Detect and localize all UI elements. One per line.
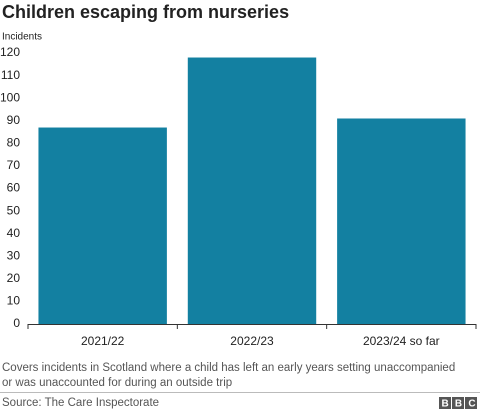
x-tick-label: 2023/24 so far [363,334,440,348]
y-tick-label: 40 [7,226,21,240]
logo-box [439,397,451,409]
bar [187,57,317,325]
y-tick-label: 80 [7,136,21,150]
y-axis-label: Incidents [2,32,42,43]
logo: BBC [439,397,480,410]
note-line: or was unaccounted for during an outside… [2,377,232,389]
bar [337,118,466,324]
y-tick-label: 50 [7,203,21,217]
y-tick-label: 120 [0,45,20,59]
y-tick-label: 100 [0,90,20,104]
y-tick-label: 60 [7,181,21,195]
logo-box [452,397,464,409]
y-tick-label: 20 [7,271,21,285]
y-tick-label: 90 [7,113,21,127]
y-tick-label: 110 [1,68,20,82]
y-tick-label: 0 [13,316,20,330]
bar [38,127,167,325]
x-tick-label: 2022/23 [230,334,274,348]
y-tick-label: 30 [7,248,21,262]
chart-title: Children escaping from nurseries [2,2,289,22]
logo-box [465,397,477,409]
y-tick-label: 70 [7,158,21,172]
note-line: Covers incidents in Scotland where a chi… [2,362,455,374]
x-tick-label: 2021/22 [81,334,125,348]
source: Source: The Care Inspectorate [2,397,159,409]
logo-text: BBC [442,399,480,410]
y-tick-label: 10 [7,294,21,308]
